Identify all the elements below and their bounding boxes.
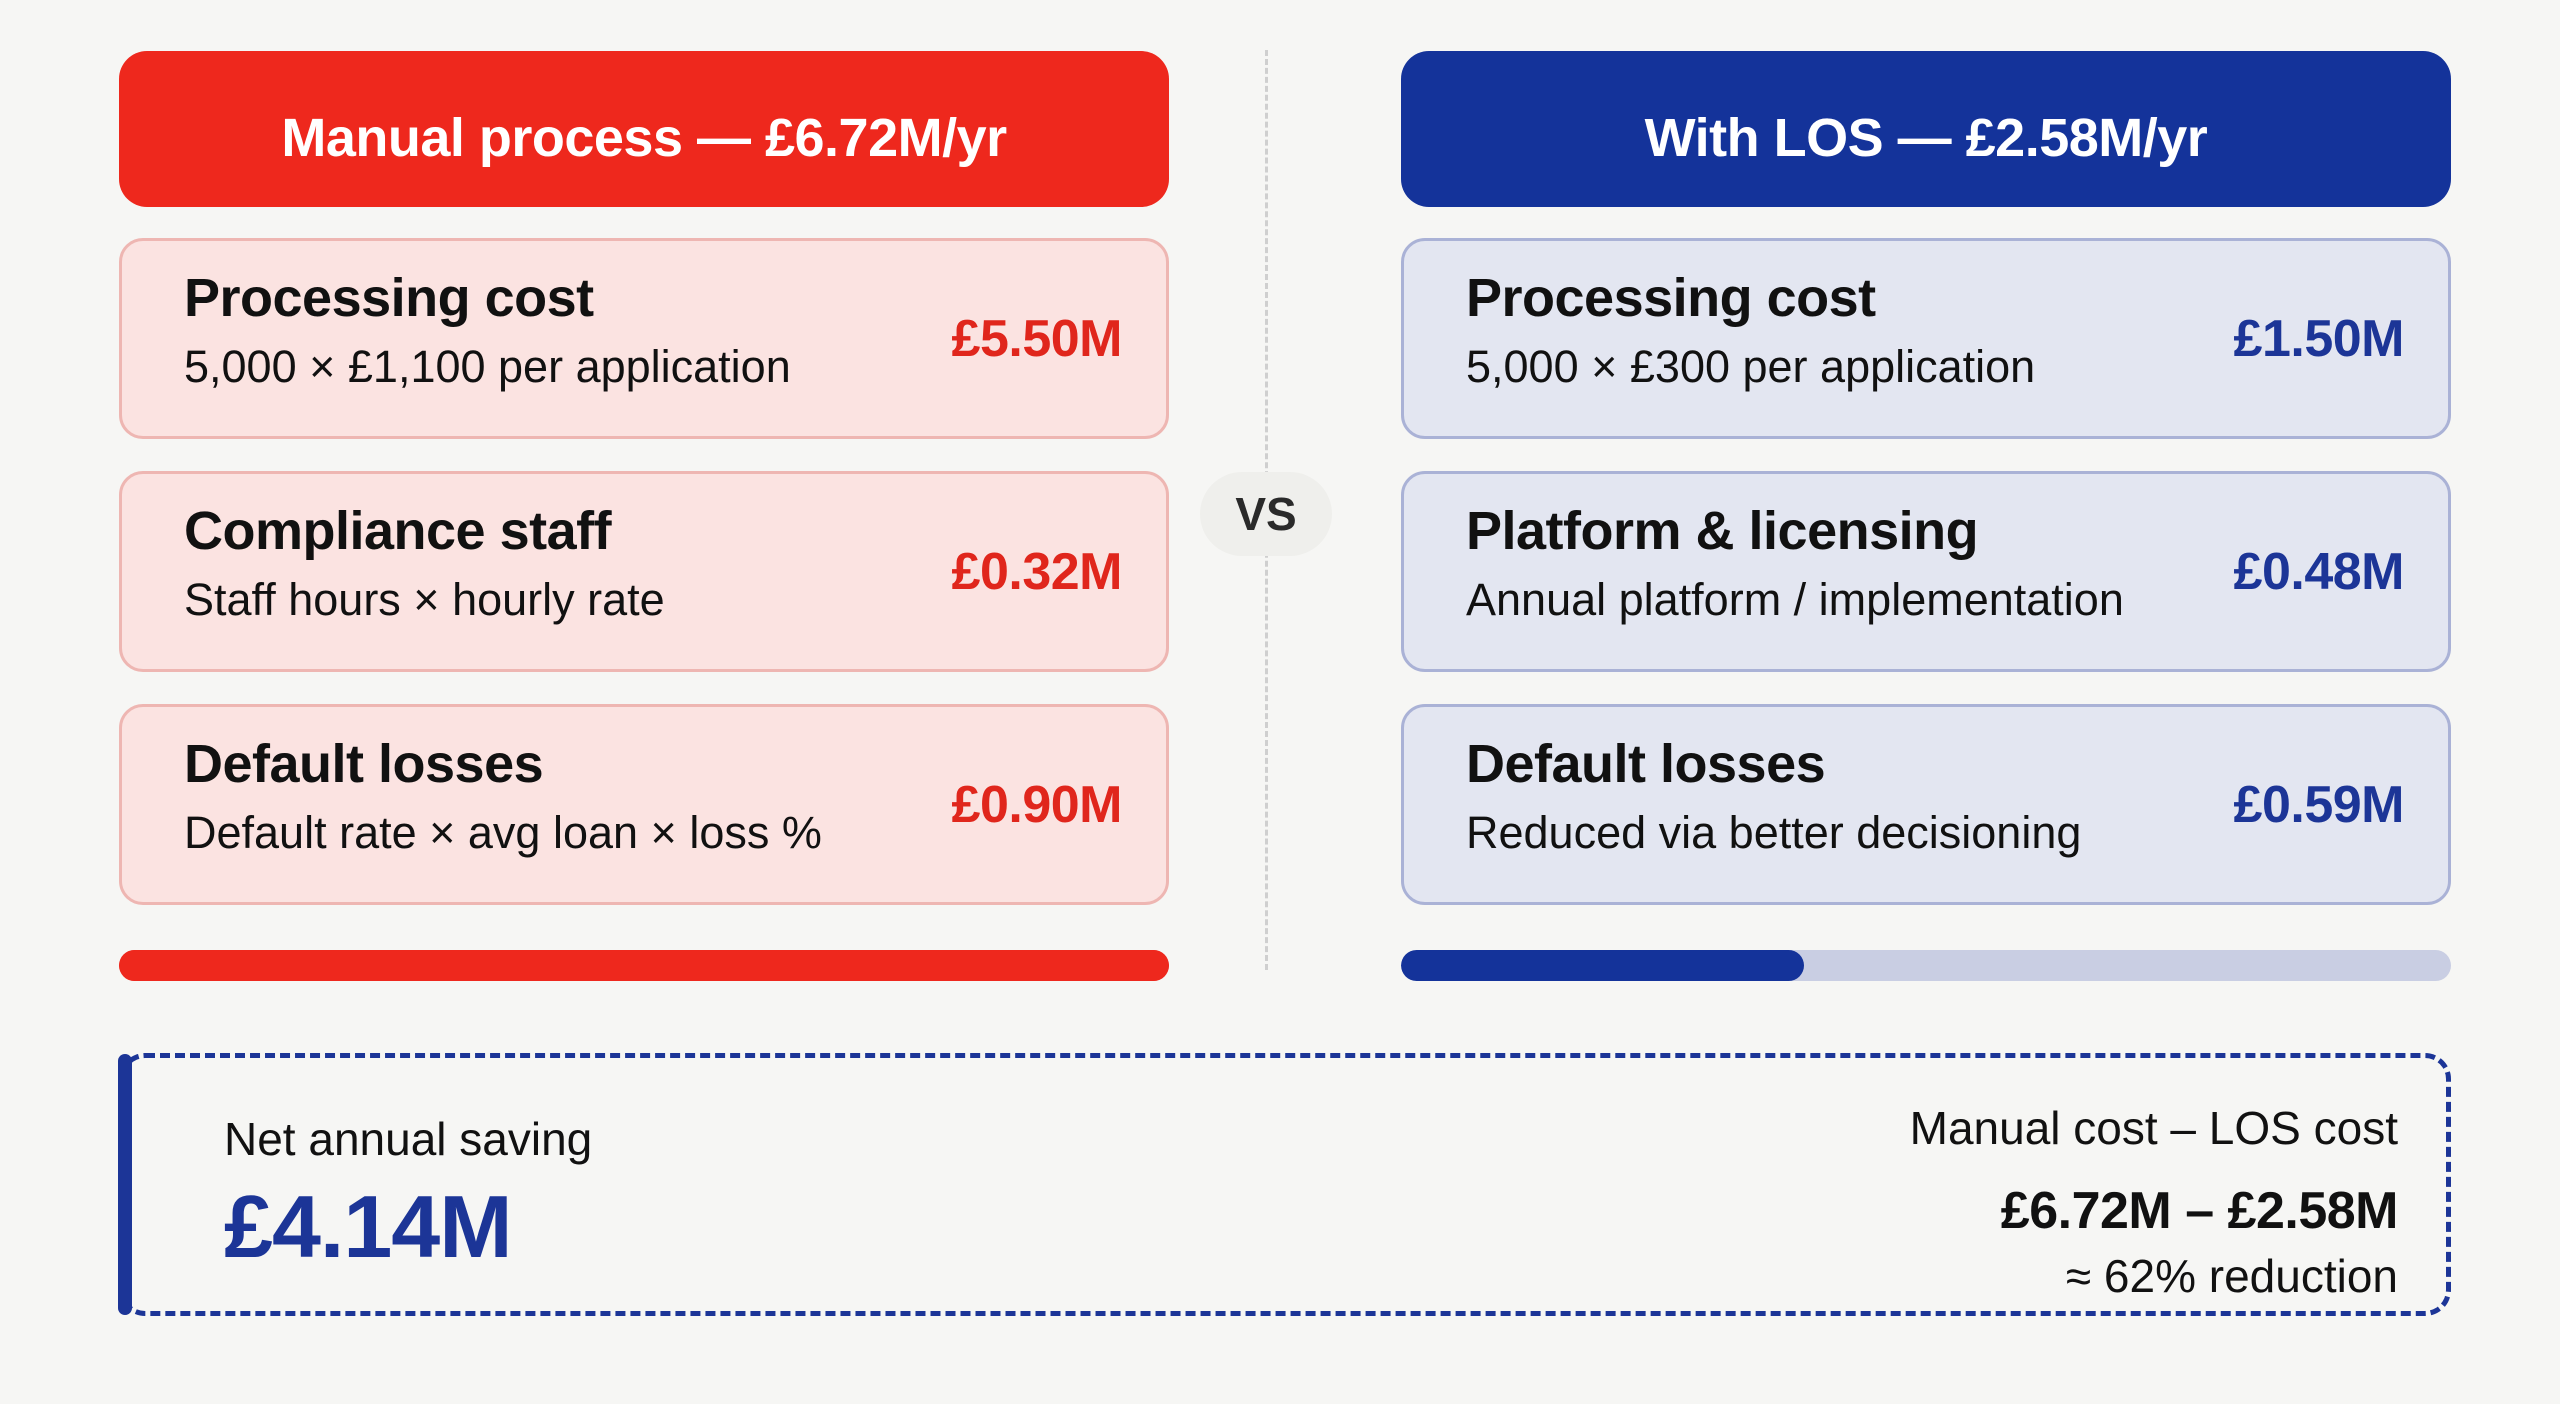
- card-title: Processing cost: [184, 268, 594, 328]
- vs-badge: VS: [1200, 472, 1332, 556]
- card-title: Processing cost: [1466, 268, 1876, 328]
- saving-formula: Manual cost – LOS cost: [1909, 1102, 2398, 1154]
- cost-card-processing: Processing cost 5,000 × £1,100 per appli…: [119, 238, 1169, 439]
- card-subtitle: 5,000 × £1,100 per application: [184, 341, 791, 392]
- card-title: Default losses: [184, 734, 544, 794]
- net-saving-summary: Net annual saving £4.14M Manual cost – L…: [118, 1053, 2451, 1316]
- los-cost-bar-fill: [1401, 950, 1805, 981]
- saving-calculation: Manual cost – LOS cost £6.72M – £2.58M ≈…: [1909, 1098, 2399, 1306]
- cost-card-processing: Processing cost 5,000 × £300 per applica…: [1401, 238, 2451, 439]
- card-subtitle: Reduced via better decisioning: [1466, 807, 2082, 858]
- los-header: With LOS — £2.58M/yr: [1401, 51, 2451, 207]
- cost-card-platform: Platform & licensing Annual platform / i…: [1401, 471, 2451, 672]
- card-subtitle: Default rate × avg loan × loss %: [184, 807, 822, 858]
- cost-card-default-losses: Default losses Reduced via better decisi…: [1401, 704, 2451, 905]
- summary-accent-bar: [118, 1054, 132, 1315]
- manual-process-column: Manual process — £6.72M/yr Processing co…: [119, 51, 1169, 981]
- cost-card-compliance: Compliance staff Staff hours × hourly ra…: [119, 471, 1169, 672]
- los-cost-bar: [1401, 950, 2451, 981]
- card-subtitle: Staff hours × hourly rate: [184, 574, 665, 625]
- card-value: £0.90M: [951, 775, 1123, 834]
- cost-card-default-losses: Default losses Default rate × avg loan ×…: [119, 704, 1169, 905]
- card-value: £5.50M: [951, 309, 1123, 368]
- card-title: Default losses: [1466, 734, 1826, 794]
- net-saving-value: £4.14M: [224, 1177, 513, 1276]
- manual-process-header: Manual process — £6.72M/yr: [119, 51, 1169, 207]
- card-subtitle: 5,000 × £300 per application: [1466, 341, 2036, 392]
- card-subtitle: Annual platform / implementation: [1466, 574, 2124, 625]
- manual-cost-bar-fill: [119, 950, 1169, 981]
- card-value: £1.50M: [2233, 309, 2405, 368]
- los-column: With LOS — £2.58M/yr Processing cost 5,0…: [1401, 51, 2451, 981]
- net-saving-label: Net annual saving: [224, 1113, 593, 1165]
- card-value: £0.32M: [951, 542, 1123, 601]
- card-title: Platform & licensing: [1466, 501, 1979, 561]
- card-title: Compliance staff: [184, 501, 612, 561]
- reduction-percent: ≈ 62% reduction: [2065, 1250, 2398, 1302]
- saving-calculation-values: £6.72M – £2.58M: [2000, 1182, 2399, 1240]
- manual-cost-bar: [119, 950, 1169, 981]
- card-value: £0.59M: [2233, 775, 2405, 834]
- card-value: £0.48M: [2233, 542, 2405, 601]
